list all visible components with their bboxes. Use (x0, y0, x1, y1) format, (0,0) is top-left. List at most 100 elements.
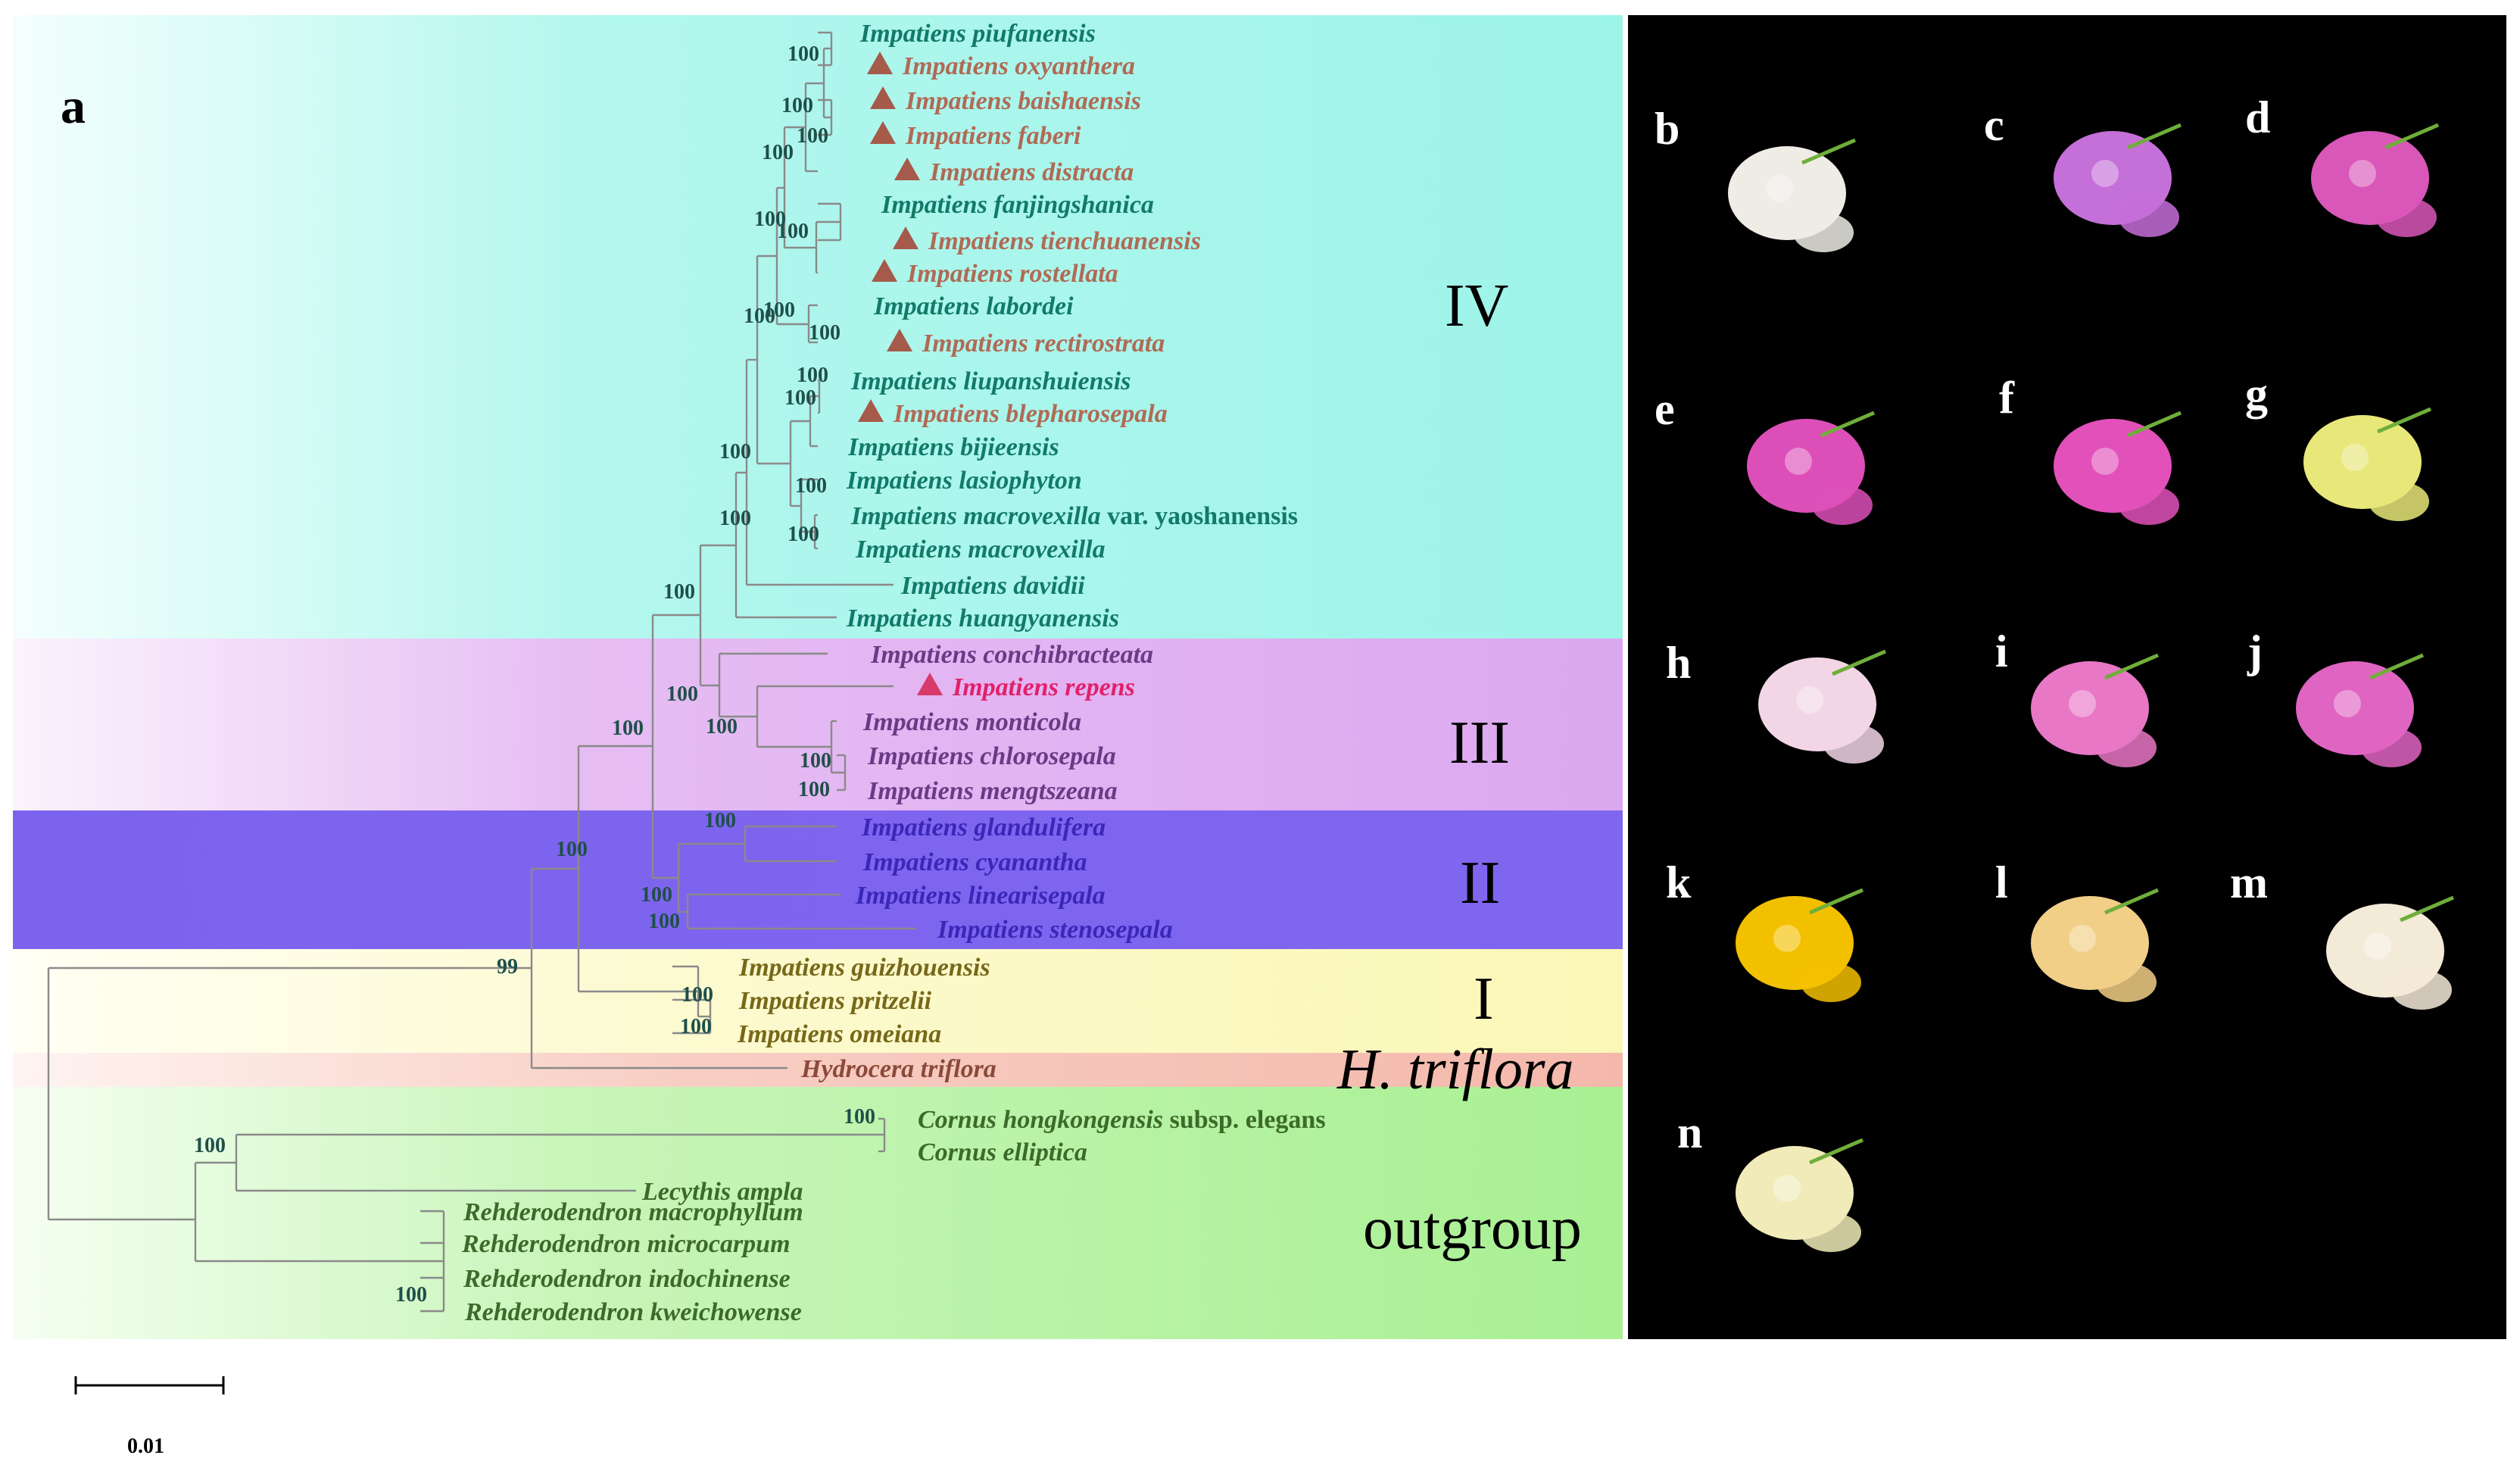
flower-spur-shape (1823, 724, 1884, 763)
taxon-label: Impatiens rectirostrata (922, 329, 1165, 358)
taxon-name: Impatiens tienchuanensis (928, 227, 1201, 255)
bootstrap-label: 100 (788, 523, 819, 546)
flower-panel-g: g (2245, 369, 2431, 521)
taxon-label: Impatiens rostellata (906, 260, 1118, 288)
flower-stem-shape (2377, 407, 2431, 434)
bootstrap-label: 100 (719, 507, 751, 530)
flower-panel-label: c (1984, 100, 2004, 150)
flower-panel-e: e (1655, 384, 1875, 525)
bootstrap-label: 100 (795, 474, 827, 498)
taxon-name: Rehderodendron microcarpum (461, 1230, 791, 1258)
taxon-name: Impatiens fanjingshanica (881, 191, 1154, 219)
taxon-label: Impatiens piufanensis (859, 20, 1096, 48)
flower-spur-shape (2361, 728, 2422, 767)
htriflora-background (13, 1053, 1623, 1087)
flower-panel-l: l (1995, 857, 2159, 1002)
taxon-label: Rehderodendron macrophyllum (463, 1198, 803, 1226)
flower-panel-label: h (1666, 638, 1691, 688)
bootstrap-label: 100 (612, 717, 644, 740)
flower-highlight-shape (2091, 160, 2119, 187)
flower-stem-shape (2104, 653, 2159, 680)
bootstrap-label: 100 (797, 364, 828, 387)
marker-triangle-icon (858, 399, 884, 422)
taxon-name: Impatiens huangyanensis (846, 604, 1119, 632)
taxon-name: Impatiens glandulifera (861, 813, 1106, 842)
flower-highlight-shape (1773, 925, 1801, 952)
taxon-label: Impatiens repens (952, 673, 1135, 701)
taxon-label: Impatiens macrovexilla var. yaoshanensis (850, 502, 1298, 530)
bootstrap-label: 100 (194, 1134, 226, 1157)
taxon-name: Impatiens monticola (862, 708, 1081, 736)
taxon-name: Impatiens linearisepala (855, 882, 1106, 910)
flower-stem-shape (2369, 653, 2424, 680)
flower-panel-label: i (1995, 626, 2008, 676)
clade-label-I: I (1474, 966, 1494, 1032)
flower-panel-j: j (2247, 626, 2424, 767)
clade-label-III: III (1449, 710, 1510, 776)
bootstrap-label: 100 (844, 1105, 875, 1129)
flower-panel-h: h (1666, 638, 1886, 763)
flower-highlight-shape (1796, 686, 1823, 714)
flower-panel-label: l (1995, 857, 2008, 907)
flower-highlight-shape (2091, 448, 2119, 475)
bootstrap-label: 100 (784, 386, 816, 410)
clade-IV-background (13, 15, 1623, 639)
taxon-name: Impatiens faberi (905, 122, 1081, 150)
flower-stem-shape (2104, 888, 2159, 915)
bootstrap-label: 100 (681, 983, 713, 1007)
taxon-label: Impatiens blepharosepala (893, 400, 1168, 428)
taxon-name: Cornus elliptica (918, 1138, 1087, 1166)
flower-panel-c: c (1984, 100, 2182, 237)
taxon-label: Cornus hongkongensis subsp. elegans (918, 1106, 1326, 1134)
taxon-name: Hydrocera triflora (800, 1055, 996, 1083)
taxon-label: Impatiens guizhouensis (738, 954, 990, 982)
marker-triangle-icon (870, 86, 896, 109)
taxon-name: Impatiens conchibracteata (870, 641, 1153, 669)
clade-label-IV: IV (1445, 273, 1508, 339)
taxon-suffix: var. yaoshanensis (1101, 502, 1298, 530)
taxon-name: Rehderodendron macrophyllum (463, 1198, 803, 1226)
bootstrap-label: 100 (706, 715, 738, 738)
flower-highlight-shape (1766, 175, 1793, 202)
taxon-label: Impatiens conchibracteata (870, 641, 1153, 669)
taxon-label: Impatiens lasiophyton (846, 467, 1082, 495)
taxon-name: Impatiens rectirostrata (922, 329, 1165, 358)
marker-triangles (858, 52, 943, 695)
taxon-name: Lecythis ampla (641, 1178, 803, 1206)
taxon-label: Impatiens mengtszeana (867, 777, 1118, 805)
taxon-label: Impatiens macrovexilla (855, 536, 1106, 564)
flower-stem-shape (1809, 1138, 1863, 1165)
clade-III-background (13, 639, 1623, 810)
clade-label-htriflora: H. triflora (1336, 1038, 1574, 1101)
taxon-name: Rehderodendron indochinense (463, 1265, 791, 1293)
bootstrap-label: 100 (641, 883, 672, 907)
scale-bar: 0.01 (74, 1376, 225, 1458)
flower-panel-label: m (2230, 857, 2268, 907)
marker-triangle-icon (887, 329, 912, 351)
taxon-label: Rehderodendron indochinense (463, 1265, 791, 1293)
taxon-name: Impatiens distracta (929, 158, 1134, 186)
taxon-name: Impatiens macrovexilla (855, 536, 1106, 564)
flower-stem-shape (1809, 888, 1863, 915)
taxon-label: Impatiens huangyanensis (846, 604, 1119, 632)
taxon-name: Impatiens macrovexilla (850, 502, 1101, 530)
flower-highlight-shape (2364, 932, 2391, 960)
bootstrap-label: 100 (704, 809, 736, 832)
clade-I-background (13, 949, 1623, 1053)
scale-bar-label: 0.01 (127, 1435, 164, 1458)
taxon-name: Impatiens guizhouensis (738, 954, 990, 982)
flower-panel-i: i (1995, 626, 2159, 767)
taxon-label: Impatiens faberi (905, 122, 1081, 150)
bootstrap-label: 100 (666, 682, 698, 706)
taxon-name: Impatiens piufanensis (859, 20, 1096, 48)
taxon-labels: Impatiens piufanensis Impatiens oxyanther… (461, 20, 1326, 1326)
taxon-label: Impatiens baishaensis (905, 87, 1141, 115)
tree-branches (47, 31, 916, 1313)
taxon-name: Impatiens bijieensis (847, 433, 1059, 461)
flower-stem-shape (1820, 411, 1875, 438)
taxon-name: Impatiens labordei (873, 292, 1074, 320)
bootstrap-label: 100 (781, 94, 813, 117)
bootstrap-labels: 1001001001001001001001001001001001001001… (194, 42, 875, 1307)
flower-spur-shape (2119, 198, 2179, 237)
bootstrap-label: 100 (777, 220, 809, 243)
